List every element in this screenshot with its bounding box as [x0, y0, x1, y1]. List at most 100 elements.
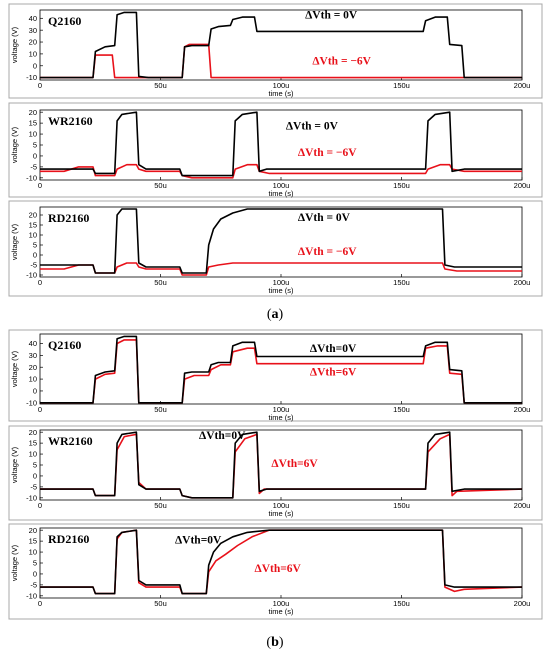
y-tick-label: 5 [33, 141, 37, 150]
x-tick-label: 0 [38, 81, 42, 90]
y-tick-label: 40 [29, 339, 37, 348]
annotation-red: ΔVth = −6V [298, 246, 357, 258]
annotation-black: ΔVth=0V [199, 430, 246, 442]
caption-b: (b) [266, 635, 283, 650]
y-tick-label: 10 [29, 548, 37, 557]
panel-title: WR2160 [48, 434, 93, 448]
annotation-red: ΔVth=6V [271, 458, 318, 470]
annotation-black: ΔVth = 0V [298, 212, 351, 224]
y-tick-label: 20 [29, 363, 37, 372]
y-tick-label: 0 [33, 251, 37, 260]
x-tick-label: 0 [38, 501, 42, 510]
x-tick-label: 0 [38, 599, 42, 608]
annotation-black: ΔVth=0V [310, 343, 357, 355]
x-tick-label: 100u [273, 405, 290, 414]
caption-a-close: ) [279, 307, 284, 322]
y-axis-label: voltage (V) [10, 26, 19, 63]
caption-a: (a) [267, 307, 284, 322]
panel-title: RD2160 [48, 532, 89, 546]
series-line-black [40, 529, 522, 595]
x-tick-label: 200u [514, 405, 531, 414]
annotation-red: ΔVth=6V [254, 563, 301, 575]
caption-b-letter: b [271, 635, 279, 650]
x-tick-label: 0 [38, 278, 42, 287]
y-tick-label: 20 [29, 108, 37, 117]
y-tick-label: -10 [26, 493, 37, 502]
x-axis-label: time (s) [269, 89, 295, 98]
x-axis-label: time (s) [269, 607, 295, 616]
y-tick-label: 5 [33, 559, 37, 568]
y-tick-label: 5 [33, 461, 37, 470]
series-line-black [40, 208, 522, 274]
y-tick-label: -10 [26, 271, 37, 280]
annotation-red: ΔVth = −6V [312, 56, 371, 68]
y-tick-label: 15 [29, 537, 37, 546]
y-tick-label: 10 [29, 130, 37, 139]
y-tick-label: 15 [29, 119, 37, 128]
y-axis-label: voltage (V) [10, 223, 19, 260]
x-axis-label: time (s) [269, 189, 295, 198]
y-axis-label: voltage (V) [10, 544, 19, 581]
panel-title: WR2160 [48, 114, 93, 128]
y-tick-label: 10 [29, 231, 37, 240]
annotation-red: ΔVth=6V [310, 367, 357, 379]
x-tick-label: 0 [38, 181, 42, 190]
annotation-black: ΔVth=0V [175, 534, 222, 546]
caption-a-letter: a [272, 307, 279, 322]
y-tick-label: 0 [33, 387, 37, 396]
x-tick-label: 50u [154, 278, 167, 287]
x-tick-label: 0 [38, 405, 42, 414]
x-tick-label: 200u [514, 278, 531, 287]
x-tick-label: 100u [273, 181, 290, 190]
y-tick-label: -10 [26, 591, 37, 600]
x-tick-label: 50u [154, 501, 167, 510]
y-tick-label: 10 [29, 450, 37, 459]
x-tick-label: 200u [514, 181, 531, 190]
x-tick-label: 150u [393, 278, 410, 287]
x-axis-label: time (s) [269, 286, 295, 295]
y-tick-label: 10 [29, 375, 37, 384]
y-axis-label: voltage (V) [10, 126, 19, 163]
y-tick-label: 15 [29, 439, 37, 448]
plot-area [39, 9, 523, 81]
y-tick-label: 20 [29, 211, 37, 220]
x-tick-label: 150u [393, 181, 410, 190]
series-line-black [40, 335, 522, 404]
x-tick-label: 200u [514, 81, 531, 90]
y-tick-label: 15 [29, 221, 37, 230]
y-tick-label: -10 [26, 73, 37, 82]
x-tick-label: 50u [154, 81, 167, 90]
panel-title: RD2160 [48, 211, 89, 225]
x-tick-label: 150u [393, 501, 410, 510]
y-tick-label: 10 [29, 49, 37, 58]
series-line-black [40, 431, 522, 499]
y-tick-label: -5 [30, 162, 37, 171]
y-tick-label: 30 [29, 351, 37, 360]
x-axis-label: time (s) [269, 413, 295, 422]
y-tick-label: 20 [29, 526, 37, 535]
caption-a-open: ( [267, 307, 272, 322]
caption-b-close: ) [279, 635, 284, 650]
y-tick-label: 20 [29, 38, 37, 47]
x-axis-label: time (s) [269, 509, 295, 518]
plot-area [39, 527, 523, 599]
y-tick-label: 5 [33, 241, 37, 250]
x-tick-label: 100u [273, 278, 290, 287]
y-tick-label: 40 [29, 14, 37, 23]
y-tick-label: 0 [33, 472, 37, 481]
y-tick-label: -5 [30, 580, 37, 589]
caption-b-open: ( [266, 635, 271, 650]
series-line-black [40, 11, 522, 79]
x-tick-label: 50u [154, 405, 167, 414]
x-tick-label: 100u [273, 501, 290, 510]
x-tick-label: 200u [514, 599, 531, 608]
annotation-red: ΔVth = −6V [298, 147, 357, 159]
panel-title: Q2160 [48, 338, 81, 352]
